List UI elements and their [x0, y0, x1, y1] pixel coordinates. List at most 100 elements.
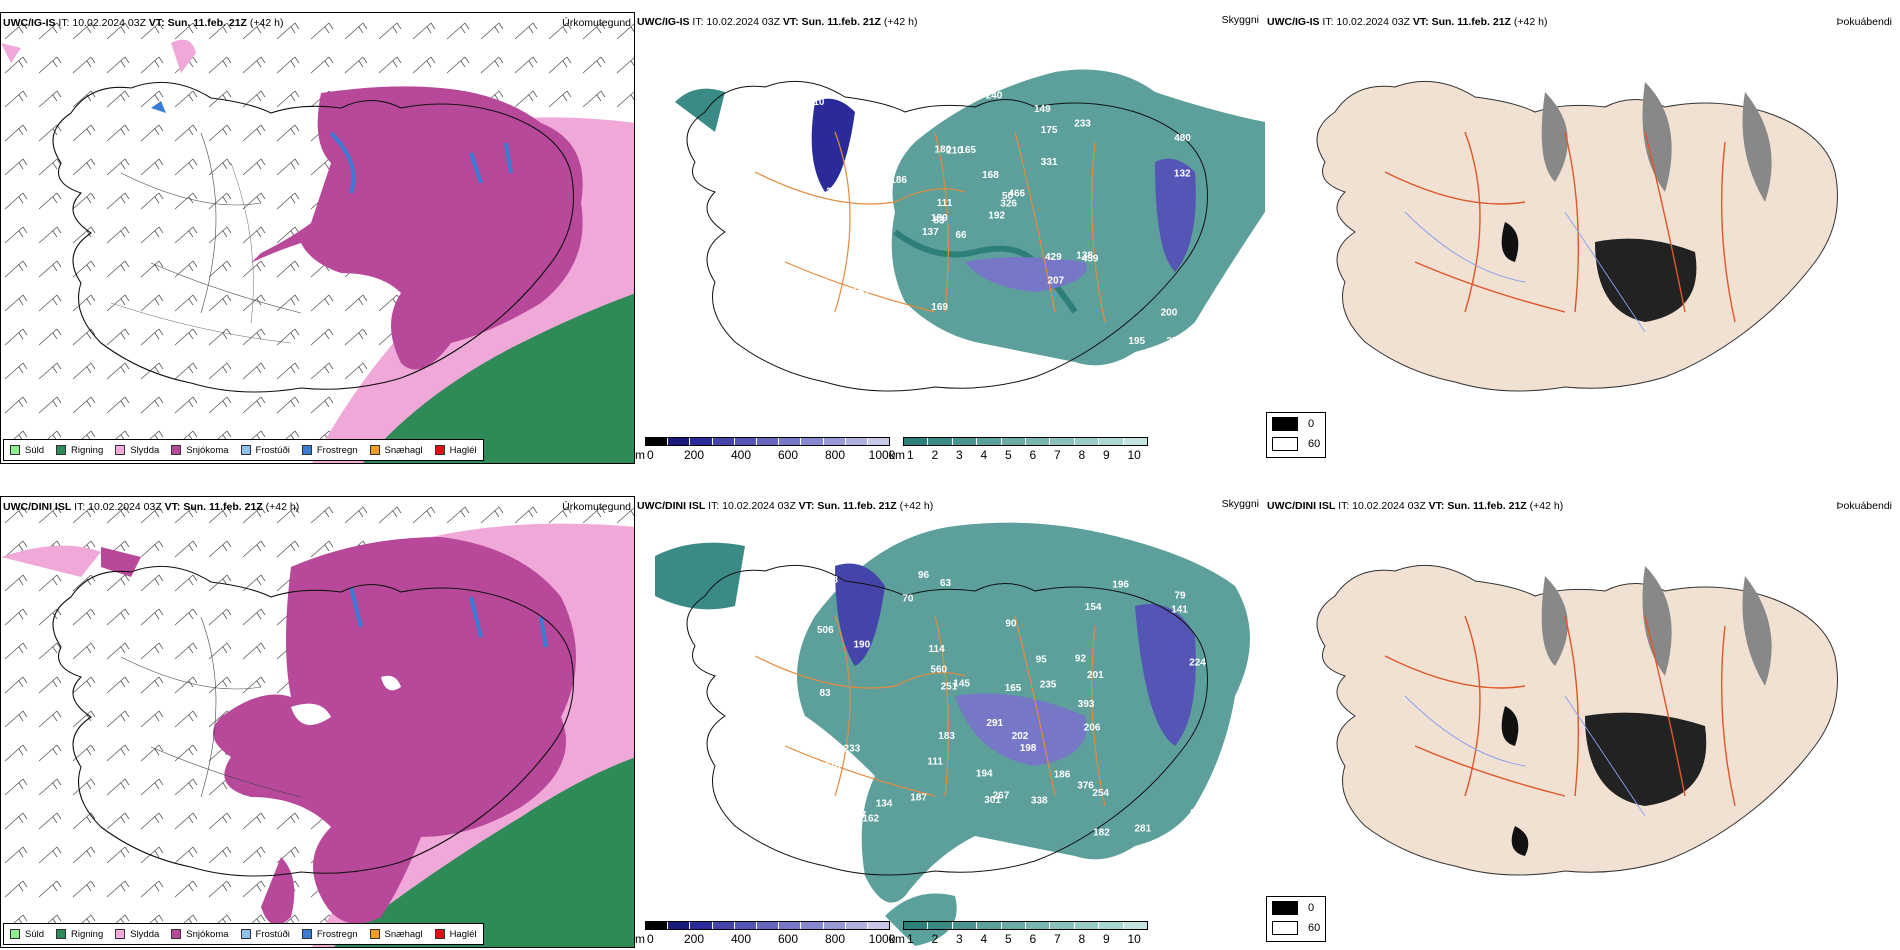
- visibility-tick-label: 7: [1054, 448, 1061, 462]
- ceiling-value-label: 480: [1174, 133, 1191, 144]
- precip-legend: Súld Rigning Slydda Snjókoma Frostúði Frostre…: [3, 439, 484, 461]
- precip-legend-item: Rigning: [56, 445, 103, 456]
- visibility-tick-label: 5: [1005, 932, 1012, 946]
- panel-field-name: Úrkomutegund: [562, 501, 631, 513]
- precip-legend-item: Súld: [10, 929, 44, 940]
- ceiling-value-label: 137: [922, 227, 939, 238]
- ceiling-value-label: 187: [910, 792, 927, 803]
- ceiling-value-label: 393: [1078, 699, 1095, 710]
- fog-map: [1316, 564, 1838, 876]
- ceiling-tick-label: 800: [824, 932, 846, 946]
- legend-swatch: [1272, 437, 1298, 451]
- legend-label: Frostúði: [255, 444, 290, 456]
- ceiling-value-label: 466: [1008, 189, 1025, 200]
- legend-swatch: [115, 929, 126, 939]
- visibility-tick-label: 10: [1127, 932, 1141, 946]
- precip-legend-item: Frostregn: [301, 445, 358, 456]
- ceiling-colorbar: [645, 921, 890, 930]
- ceiling-value-label: 162: [828, 798, 845, 809]
- legend-label: Súld: [25, 444, 45, 456]
- panel-field-name: Úrkomutegund: [562, 17, 631, 29]
- ceiling-value-label: 114: [929, 644, 946, 655]
- colorbar-cell: [1099, 922, 1124, 929]
- precip-legend-item: Haglél: [434, 929, 477, 940]
- ceiling-value-label: 165: [1005, 683, 1022, 694]
- precip-legend-item: Frostúði: [240, 444, 290, 456]
- legend-label: 60: [1308, 922, 1321, 934]
- fog-legend-item: 0: [1272, 901, 1314, 915]
- colorbar-cell: [1026, 438, 1051, 445]
- legend-swatch: [240, 929, 251, 939]
- ceiling-value-label: 149: [1034, 104, 1051, 115]
- ceiling-value-label: 138: [1076, 251, 1093, 262]
- ceiling-value-label: 200: [826, 186, 843, 197]
- ceiling-value-label: 281: [1135, 823, 1152, 834]
- ceiling-value-label: 207: [1047, 276, 1064, 287]
- colorbar-cell: [779, 922, 802, 929]
- visibility-tick-label: 4: [980, 932, 988, 946]
- ceiling-tick-label: 1000: [868, 448, 896, 462]
- colorbar-cell: [1074, 438, 1100, 445]
- colorbar-cell: [646, 922, 669, 929]
- colorbar-cell: [1099, 438, 1124, 445]
- precip-panel-row1: UWC/IG-IS IT: 10.02.2024 03Z VT: Sun. 11…: [0, 12, 635, 464]
- ceiling-tick-label: 400: [730, 448, 752, 462]
- ceiling-value-label: 222: [782, 200, 799, 211]
- ceiling-value-label: 181: [850, 333, 867, 344]
- ceiling-value-label: 169: [931, 302, 948, 313]
- colorbar-cell: [928, 922, 953, 929]
- fog-legend-item: 60: [1272, 437, 1320, 451]
- legend-label: Snæhagl: [384, 444, 423, 456]
- ceiling-value-label: 210: [877, 177, 894, 188]
- colorbar-cell: [904, 922, 929, 929]
- colorbar-cell: [952, 922, 978, 929]
- ceiling-value-label: 506: [817, 625, 834, 636]
- ceiling-value-label: 186: [890, 175, 907, 186]
- precip-legend-item: Snæhagl: [369, 929, 423, 940]
- ceiling-value-label: 88: [780, 702, 792, 713]
- colorbar-cell: [823, 438, 846, 445]
- ceiling-value-label: 229: [1190, 808, 1207, 819]
- ceiling-value-label: 141: [1171, 605, 1188, 616]
- ceiling-value-label: 201: [1087, 670, 1104, 681]
- ceiling-tick-label: 0: [647, 448, 654, 462]
- fog-legend-item: 0: [1272, 417, 1314, 431]
- colorbar-cell: [801, 438, 824, 445]
- ceiling-value-label: 137: [747, 191, 764, 202]
- ceiling-value-label: 326: [1000, 199, 1017, 210]
- ceiling-tick-label: 200: [683, 932, 705, 946]
- ceiling-value-label: 186: [1054, 769, 1071, 780]
- legend-swatch: [301, 929, 312, 939]
- ceiling-unit: m: [635, 932, 645, 946]
- ceiling-value-label: 111: [927, 757, 943, 768]
- ceiling-value-label: 170: [758, 725, 775, 736]
- ceiling-value-label: 61: [859, 287, 871, 298]
- legend-swatch: [171, 929, 182, 939]
- ceiling-value-label: 50: [1002, 191, 1014, 202]
- scale-bars: m 0 200 400 600 800 1000 km 1 2 3 4 5 6 7 8 9 10: [635, 921, 1265, 948]
- ceiling-value-label: 95: [1036, 654, 1048, 665]
- precip-legend-item: Snjókoma: [171, 929, 229, 940]
- visibility-tick-label: 6: [1029, 932, 1037, 946]
- ceiling-value-label: 357: [789, 142, 806, 153]
- legend-swatch: [1272, 417, 1298, 431]
- ceiling-value-label: 162: [862, 813, 879, 824]
- visibility-tick-label: 1: [907, 932, 914, 946]
- visibility-tick-label: 7: [1054, 932, 1061, 946]
- ceiling-tick-label: 200: [683, 448, 705, 462]
- ceiling-value-labels: 100 63 92 79 105 281 88 90 114 196 145 206 96 161 506 4…: [728, 570, 1207, 838]
- colorbar-cell: [1074, 922, 1100, 929]
- legend-swatch: [434, 445, 445, 455]
- precip-legend-item: Frostregn: [301, 929, 358, 940]
- ceiling-value-label: 767: [937, 107, 954, 118]
- legend-swatch: [10, 929, 20, 939]
- legend-swatch: [369, 445, 380, 455]
- colorbar-cell: [1050, 438, 1075, 445]
- legend-swatch: [56, 929, 67, 939]
- ceiling-value-label: 189: [931, 213, 948, 224]
- legend-label: Haglél: [449, 444, 477, 456]
- legend-label: Frostúði: [255, 928, 290, 940]
- panel-field-name: Þokuábendi: [1836, 500, 1892, 512]
- colorbar-cell: [712, 922, 735, 929]
- colorbar-cell: [1123, 438, 1148, 445]
